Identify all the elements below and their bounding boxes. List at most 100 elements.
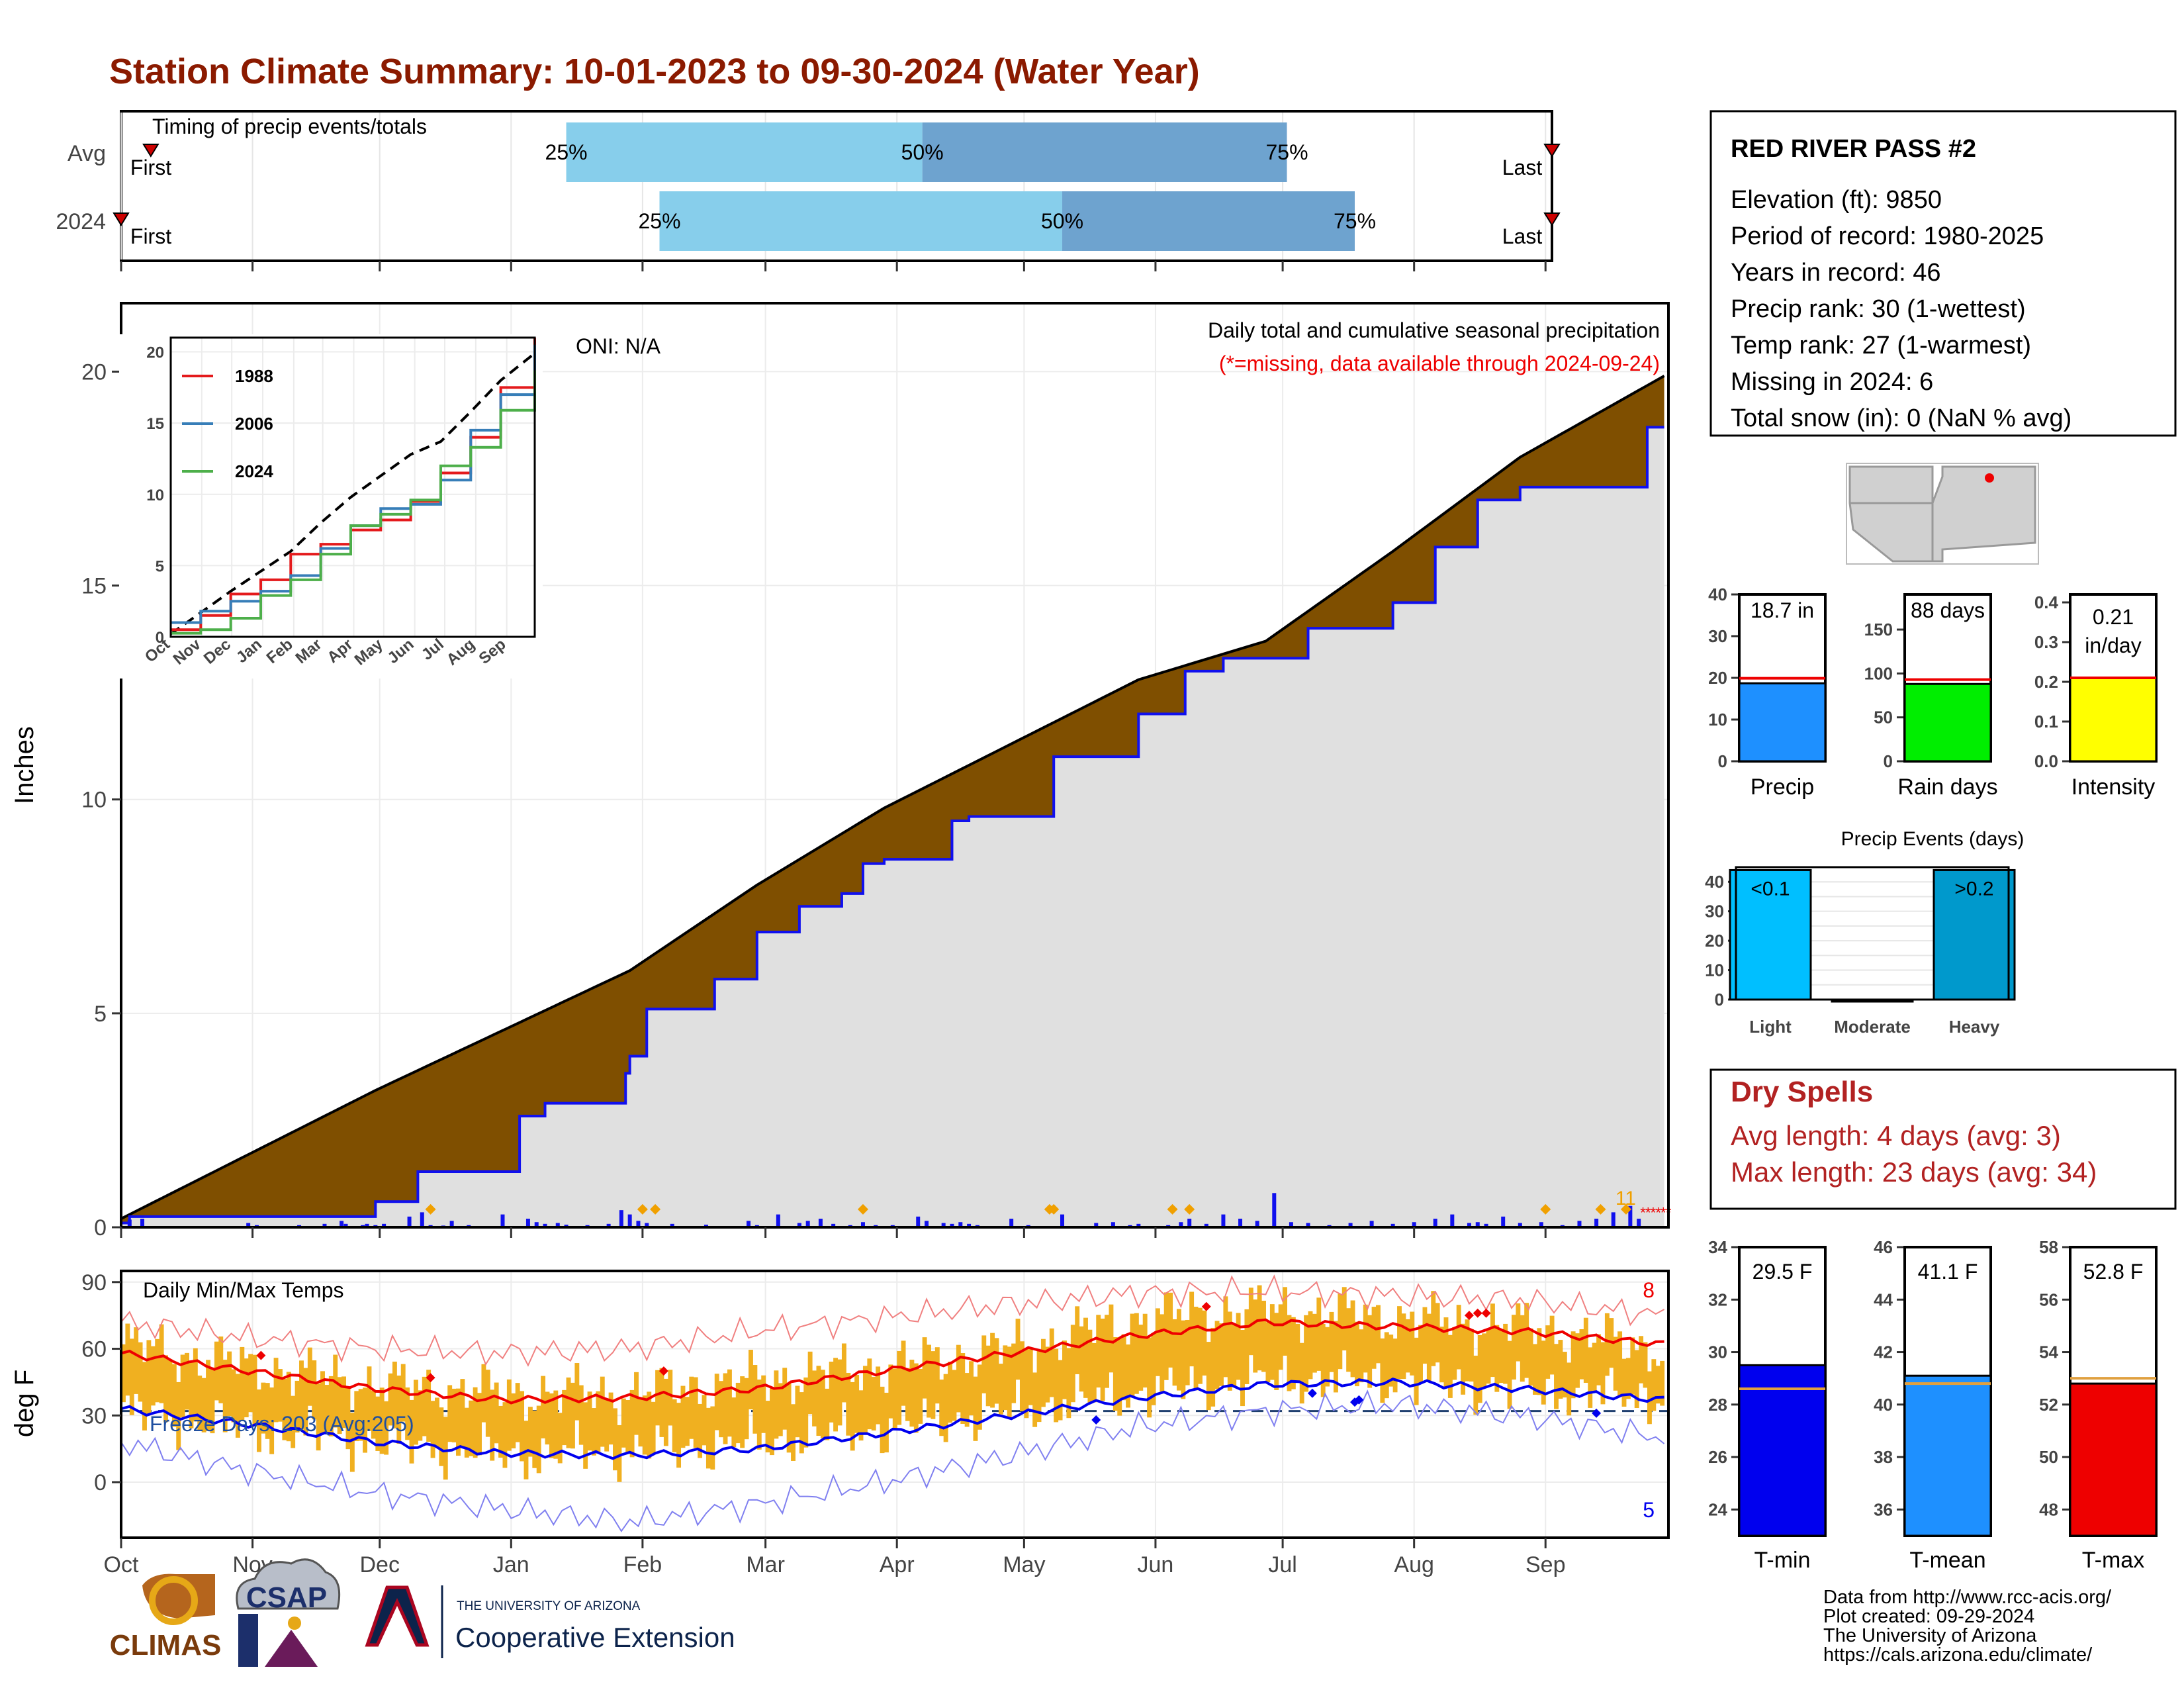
observed-cumulative-line (121, 426, 1664, 1225)
daily-temp-bar (672, 1399, 677, 1452)
daily-temp-bar (1486, 1329, 1491, 1384)
daily-temp-bar (587, 1391, 592, 1451)
daily-precip-bar (1501, 1216, 1506, 1227)
daily-temp-bar (583, 1402, 588, 1469)
inset-ytick-label: 10 (146, 487, 164, 504)
daily-temp-bar (295, 1380, 300, 1432)
daily-temp-bar (905, 1368, 910, 1421)
summary-ytick-label: 0 (1884, 751, 1893, 771)
daily-temp-bar (1320, 1323, 1326, 1397)
daily-temp-bar (171, 1364, 177, 1427)
daily-temp-bar (1524, 1303, 1529, 1378)
precip-event-marker (637, 1203, 648, 1215)
daily-temp-bar (1651, 1359, 1657, 1411)
daily-precip-bar (1306, 1223, 1310, 1227)
daily-temp-bar (1291, 1317, 1296, 1389)
daily-temp-bar (592, 1408, 596, 1456)
daily-temp-bar (163, 1355, 168, 1423)
credit-line-3: The University of Arizona (1823, 1625, 2037, 1646)
record-max-line (120, 1274, 1665, 1367)
daily-precip-bar (1272, 1193, 1277, 1227)
daily-temp-bar (770, 1387, 774, 1456)
daily-temp-bar (1625, 1358, 1631, 1399)
timing-pct-label: 50% (1041, 209, 1083, 233)
daily-temp-bar (858, 1390, 864, 1441)
daily-temp-bar (1049, 1328, 1054, 1397)
daily-precip-bar (1484, 1223, 1488, 1227)
daily-temp-bar (197, 1376, 203, 1430)
events-bar-text: <0.1 (1751, 878, 1790, 900)
daily-temp-bar (1354, 1321, 1359, 1387)
temp-summary-ytick-label: 36 (1874, 1499, 1893, 1519)
temp-summary-bar-label: T-mean (1909, 1548, 1985, 1573)
daily-temp-bar (1528, 1328, 1533, 1386)
daily-precip-bar (831, 1223, 836, 1227)
daily-temp-bar (1418, 1325, 1423, 1384)
daily-precip-bar (636, 1221, 641, 1227)
daily-temp-bar (146, 1340, 152, 1415)
daily-temp-bar (1040, 1338, 1046, 1407)
daily-temp-bar (689, 1376, 694, 1439)
daily-temp-bar (1549, 1315, 1555, 1375)
daily-precip-bar (1221, 1214, 1226, 1227)
daily-temp-bar (193, 1348, 198, 1422)
avg-max-line (120, 1318, 1664, 1405)
daily-temp-bar (379, 1387, 385, 1454)
daily-precip-bar (340, 1221, 344, 1227)
daily-temp-bar (621, 1398, 626, 1448)
daily-temp-bar (1253, 1299, 1258, 1373)
daily-temp-bar (854, 1375, 860, 1433)
daily-temp-bar (1308, 1311, 1313, 1380)
daily-temp-bar (812, 1370, 817, 1427)
daily-temp-bar (1130, 1313, 1135, 1397)
daily-temp-bar (943, 1374, 948, 1442)
daily-temp-bar (1469, 1329, 1474, 1382)
daily-temp-bar (481, 1364, 486, 1423)
temp-summary-ytick-label: 58 (2039, 1237, 2058, 1257)
locator-map (1846, 463, 2039, 565)
daily-temp-bar (1554, 1344, 1559, 1409)
daily-temp-bar (286, 1372, 291, 1442)
events-bar-label: Light (1749, 1017, 1792, 1037)
dry-spells-box: Dry Spells Avg length: 4 days (avg: 3) M… (1709, 1068, 2177, 1210)
daily-temp-bar (269, 1387, 275, 1454)
daily-precip-bar (818, 1219, 823, 1227)
summary-ytick-label: 0.1 (2034, 712, 2058, 731)
daily-temp-bar (998, 1364, 1003, 1415)
daily-precip-bar (500, 1214, 505, 1227)
daily-temp-bar (1062, 1340, 1067, 1399)
daily-temp-bar (1028, 1349, 1033, 1405)
daily-temp-bar (723, 1373, 728, 1444)
daily-temp-bar (663, 1378, 668, 1446)
daily-temp-bar (803, 1377, 809, 1448)
daily-temp-bar (629, 1389, 635, 1458)
month-label: Mar (746, 1552, 785, 1577)
daily-temp-bar (312, 1360, 317, 1420)
inset-legend-label: 2024 (235, 461, 273, 481)
daily-temp-bar (1312, 1313, 1317, 1373)
daily-temp-bar (1380, 1338, 1385, 1403)
missing-count: 11 (1615, 1188, 1636, 1209)
summary-bar-precip (1738, 682, 1827, 763)
record-low-marker (1091, 1415, 1101, 1425)
timing-last-marker (1543, 212, 1561, 226)
temp-summary-ytick-label: 30 (1708, 1342, 1727, 1362)
month-label: Sep (1525, 1552, 1566, 1577)
daily-temp-bar (659, 1368, 664, 1437)
timing-bar-50-75 (1062, 191, 1355, 251)
daily-temp-bar (1176, 1309, 1181, 1391)
daily-precip-bar (1412, 1222, 1416, 1227)
timing-bar-25-50 (566, 122, 923, 182)
daily-temp-bar (485, 1370, 490, 1437)
month-label: May (1003, 1552, 1045, 1577)
oni-label: ONI: N/A (576, 334, 661, 358)
temp-ytick-label: 60 (81, 1337, 107, 1362)
events-plot: 0 10 20 30 40 <0.1 Light Moderate >0.2 Heavy (1705, 866, 2016, 1037)
daily-temp-bar (515, 1383, 520, 1442)
daily-temp-bar (426, 1370, 432, 1442)
temp-summary-bar-label: T-max (2082, 1548, 2144, 1573)
summary-ytick-label: 40 (1708, 585, 1727, 604)
summary-ytick-label: 100 (1864, 663, 1893, 683)
daily-temp-bar (1219, 1323, 1224, 1386)
daily-temp-bar (1202, 1310, 1207, 1376)
